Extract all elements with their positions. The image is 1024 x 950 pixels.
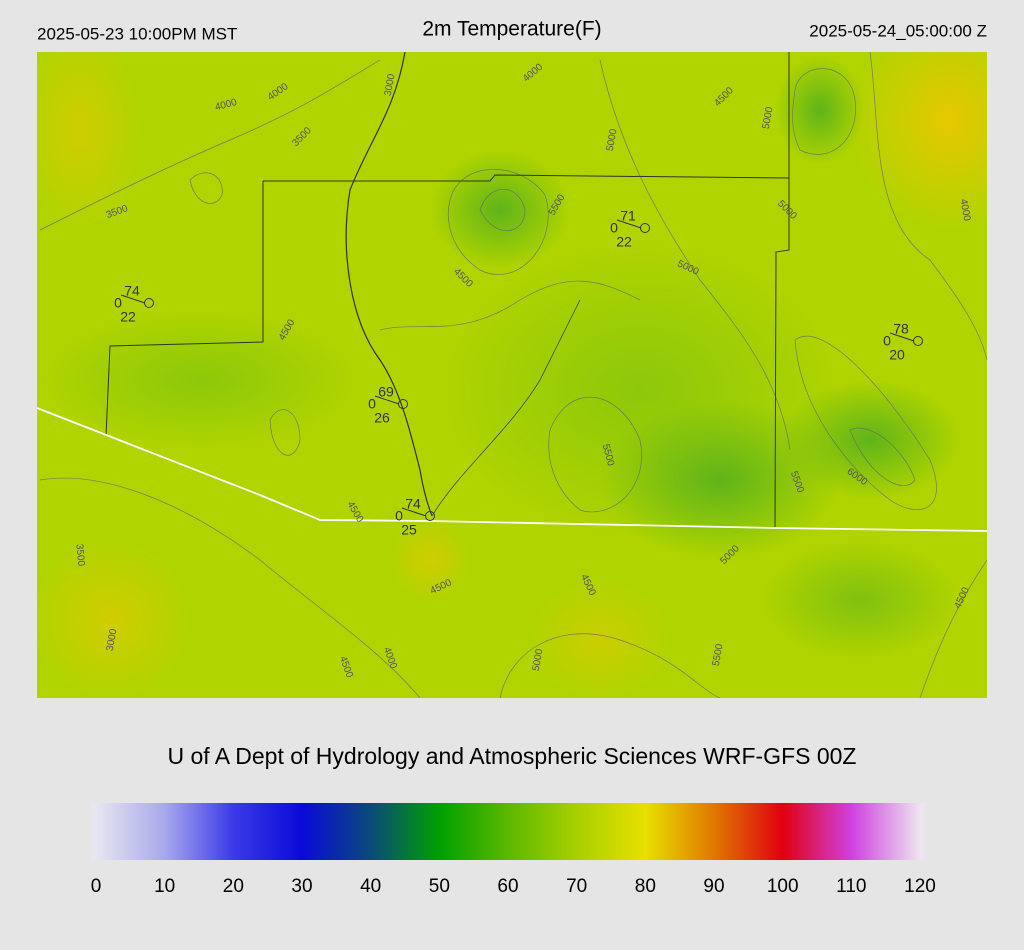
colorbar-tick-label: 20: [223, 876, 244, 897]
station-dewpoint: 25: [401, 522, 417, 538]
contour-label: 4000: [958, 198, 973, 222]
wind-barb: [616, 219, 642, 229]
colorbar-tick-label: 120: [904, 876, 936, 897]
contour-label: 3000: [105, 628, 120, 652]
colorbar-tick-label: 50: [429, 876, 450, 897]
contour-label: 5000: [761, 106, 776, 130]
station-temperature: 69: [378, 384, 394, 400]
station-temperature: 78: [893, 321, 909, 337]
station-dewpoint: 22: [616, 234, 632, 250]
wind-barb: [374, 395, 400, 405]
station-wind: 0: [368, 396, 376, 412]
wind-barb: [889, 332, 915, 342]
contour-label: 3500: [73, 543, 86, 567]
station-wind: 0: [610, 220, 618, 236]
contour-label: 5000: [531, 648, 546, 672]
station-temperature: 74: [405, 496, 421, 512]
station-temperature: 74: [124, 283, 140, 299]
contour-label: 3000: [383, 73, 398, 97]
colorbar-tick-label: 10: [154, 876, 175, 897]
station-wind: 0: [883, 333, 891, 349]
wind-barb: [120, 294, 146, 304]
colorbar-tick-label: 40: [360, 876, 381, 897]
contour-label: 5500: [711, 643, 726, 667]
valid-utc-time: 2025-05-24_05:00:00 Z: [809, 21, 987, 40]
credit: U of A Dept of Hydrology and Atmospheric…: [167, 743, 856, 769]
station-wind: 0: [395, 508, 403, 524]
station-dewpoint: 22: [120, 309, 136, 325]
valid-local-time: 2025-05-23 10:00PM MST: [37, 24, 237, 43]
colorbar-tick-label: 0: [91, 876, 102, 897]
colorbar: [90, 803, 925, 860]
colorbar-tick-label: 80: [635, 876, 656, 897]
station-dewpoint: 20: [889, 347, 905, 363]
wind-barb: [401, 507, 427, 517]
colorbar-tick-label: 70: [566, 876, 587, 897]
station-dewpoint: 26: [374, 410, 390, 426]
colorbar-tick-label: 100: [767, 876, 799, 897]
colorbar-tick-label: 110: [836, 876, 866, 897]
colorbar-tick-label: 30: [291, 876, 312, 897]
colorbar-tick-label: 60: [497, 876, 518, 897]
station-wind: 0: [114, 295, 122, 311]
colorbar-tick-label: 90: [703, 876, 724, 897]
station-temperature: 71: [620, 208, 636, 224]
map-title: 2m Temperature(F): [422, 18, 601, 41]
contour-label: 5000: [605, 128, 620, 152]
